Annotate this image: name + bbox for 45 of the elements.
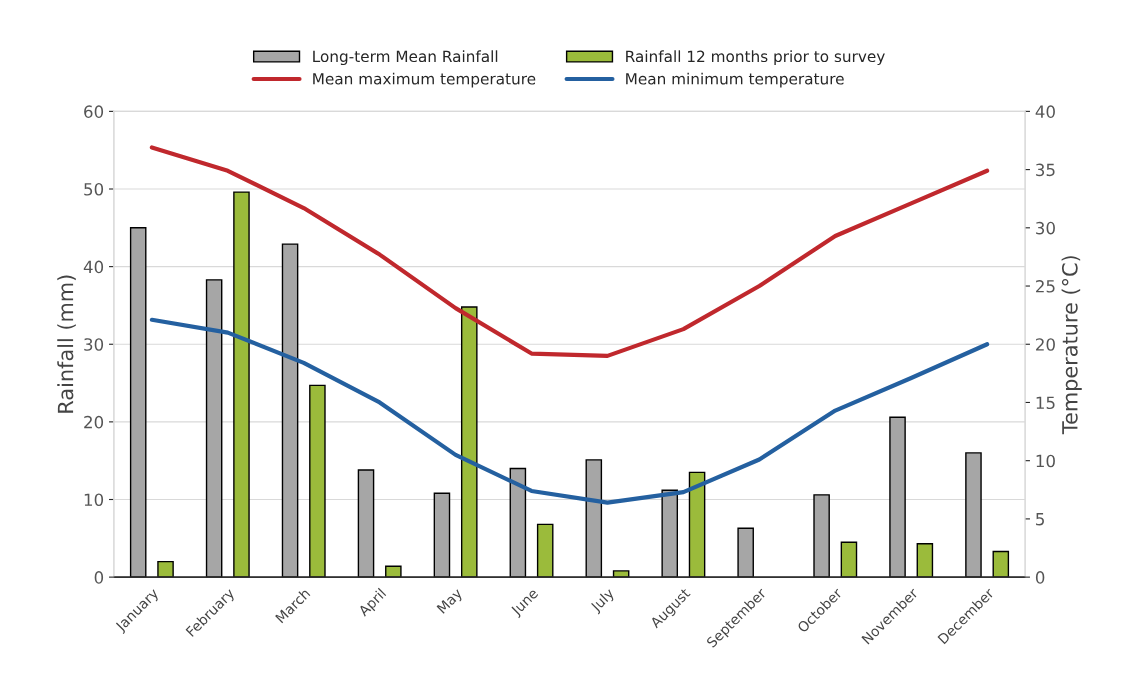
line-series — [149, 317, 990, 505]
y2-tick-label: 35 — [1036, 163, 1055, 177]
bar — [281, 243, 299, 578]
bar — [688, 471, 706, 578]
y-tick-label: 50 — [84, 182, 104, 196]
bar — [460, 306, 478, 578]
y-tick-label: 0 — [94, 571, 104, 584]
y2-tick-label: 10 — [1036, 454, 1055, 468]
bar — [889, 416, 906, 578]
y-tick-label: 30 — [84, 338, 104, 351]
y-axis-title: Rainfall (mm) — [57, 275, 76, 413]
bar — [509, 467, 527, 578]
bar — [916, 543, 934, 578]
bar — [157, 560, 174, 578]
bar — [205, 279, 223, 578]
bar — [357, 469, 375, 578]
y2-tick-label: 15 — [1036, 396, 1055, 410]
legend-label: Mean minimum temperature — [626, 72, 844, 88]
y2-axis-title: Temperature (°C) — [1061, 256, 1082, 435]
bar — [661, 489, 679, 578]
bar — [585, 459, 603, 578]
y-tick-label: 40 — [83, 260, 104, 274]
bar — [129, 227, 147, 578]
line-series — [149, 145, 990, 358]
y2-tick-label: 0 — [1035, 571, 1045, 584]
bar — [433, 492, 451, 578]
y2-tick-label: 40 — [1035, 105, 1055, 118]
legend-label: Long-term Mean Rainfall — [313, 50, 498, 66]
legend-label: Mean maximum temperature — [313, 72, 536, 88]
y2-tick-label: 20 — [1036, 338, 1055, 351]
y2-tick-label: 30 — [1036, 221, 1055, 235]
y-tick-label: 10 — [84, 493, 104, 507]
bar — [840, 541, 858, 578]
y2-tick-label: 25 — [1036, 279, 1055, 293]
y-tick-label: 60 — [84, 105, 104, 118]
bar — [536, 523, 554, 578]
bar — [233, 191, 250, 578]
y2-tick-label: 5 — [1036, 513, 1044, 526]
y-tick-label: 20 — [84, 415, 104, 429]
bar — [992, 550, 1010, 578]
bar — [813, 494, 830, 578]
bar — [737, 527, 754, 578]
legend-label: Rainfall 12 months prior to survey — [626, 50, 885, 66]
bar — [965, 452, 982, 578]
bar — [309, 384, 326, 578]
